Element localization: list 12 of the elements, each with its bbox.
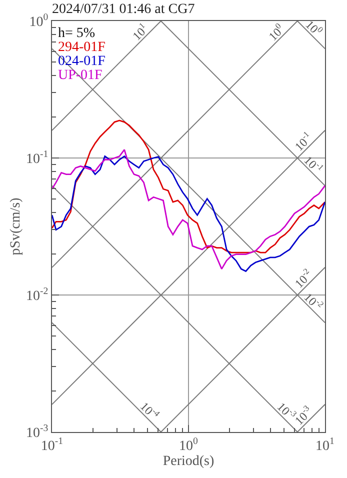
chart-title: 2024/07/31 01:46 at CG7: [52, 2, 195, 17]
y-tick-label: 10$^{0}$: [29, 12, 48, 30]
text: 024-01F: [58, 54, 106, 69]
text: UP-01F: [58, 68, 103, 83]
y-tick-label: 10$^{-1}$: [26, 149, 48, 167]
text: 294-01F: [58, 40, 106, 55]
x-axis-title: Period(s): [162, 454, 214, 470]
x-tick-label: 10$^{1}$: [316, 436, 335, 454]
y-tick-label: 10$^{-2}$: [26, 286, 48, 304]
x-tick-label: 10$^{0}$: [179, 436, 198, 454]
annotation: h= 5%: [58, 26, 96, 41]
y-axis-title: pSv(cm/s): [8, 197, 24, 256]
